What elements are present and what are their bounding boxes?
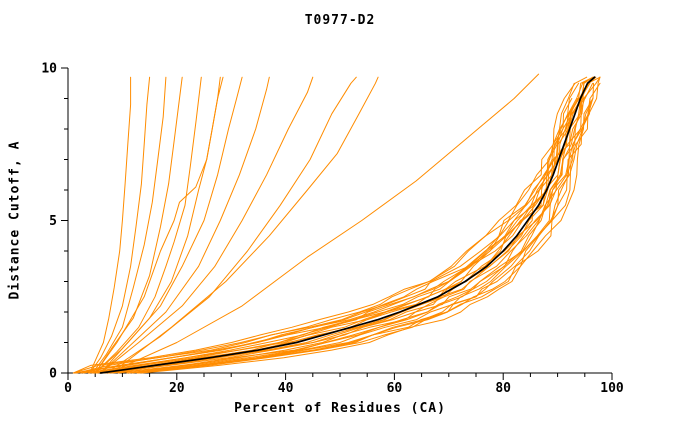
model-curve bbox=[89, 76, 132, 374]
x-axis-label: Percent of Residues (CA) bbox=[234, 401, 446, 416]
model-curve bbox=[137, 82, 601, 374]
svg-text:20: 20 bbox=[169, 381, 185, 396]
outlier-model-curves bbox=[89, 73, 540, 374]
model-curve bbox=[128, 76, 601, 374]
model-curve bbox=[94, 76, 202, 374]
selected-model-curve bbox=[99, 76, 596, 374]
model-curve bbox=[100, 76, 270, 374]
model-curve bbox=[107, 76, 597, 374]
x-tick-labels: 0 20 40 60 80 100 bbox=[64, 381, 624, 396]
model-curve bbox=[94, 76, 183, 374]
model-curve bbox=[76, 98, 573, 374]
svg-text:0: 0 bbox=[64, 381, 72, 396]
model-curve bbox=[126, 98, 594, 374]
model-curve bbox=[72, 82, 580, 374]
model-curve bbox=[80, 98, 579, 374]
y-tick-labels: 0 5 10 bbox=[41, 62, 57, 382]
model-curve bbox=[121, 73, 540, 368]
svg-text:10: 10 bbox=[41, 62, 57, 77]
model-curve bbox=[141, 98, 594, 374]
svg-text:60: 60 bbox=[387, 381, 403, 396]
model-curve bbox=[94, 76, 224, 374]
model-curve bbox=[88, 76, 594, 374]
model-curve bbox=[100, 76, 243, 374]
svg-text:80: 80 bbox=[495, 381, 511, 396]
svg-text:5: 5 bbox=[49, 214, 57, 229]
model-curve bbox=[111, 76, 379, 374]
model-curve bbox=[91, 76, 594, 374]
model-curve bbox=[74, 76, 594, 374]
svg-text:100: 100 bbox=[600, 381, 624, 396]
model-curve bbox=[100, 76, 314, 374]
svg-text:0: 0 bbox=[49, 367, 57, 382]
model-curve bbox=[89, 76, 151, 374]
model-curve bbox=[136, 98, 591, 374]
model-curve bbox=[92, 76, 167, 374]
cluster-model-curves bbox=[72, 76, 601, 374]
model-curve bbox=[131, 82, 594, 374]
chart-title: T0977-D2 bbox=[304, 13, 376, 28]
axes bbox=[61, 67, 613, 380]
model-curve bbox=[72, 76, 588, 374]
svg-text:40: 40 bbox=[278, 381, 294, 396]
